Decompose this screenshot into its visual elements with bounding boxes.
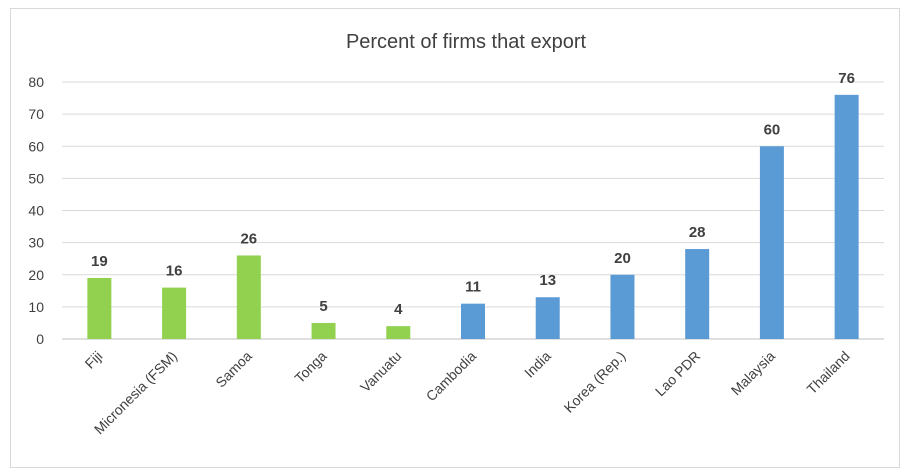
bar <box>87 277 112 339</box>
data-label: 5 <box>319 298 327 315</box>
y-axis-ticks: 0 10 20 30 40 50 60 70 80 <box>28 74 44 347</box>
bar <box>685 249 710 339</box>
bar <box>236 255 261 339</box>
x-tick-label: Korea (Rep.) <box>561 348 629 416</box>
y-tick-label: 70 <box>28 106 44 122</box>
y-tick-label: 20 <box>28 267 44 283</box>
x-tick-label: Lao PDR <box>652 348 703 399</box>
data-label: 16 <box>166 263 183 280</box>
data-label: 26 <box>240 230 257 247</box>
y-tick-label: 30 <box>28 235 44 251</box>
x-tick-label: Cambodia <box>423 348 480 405</box>
data-label: 4 <box>394 301 403 318</box>
x-tick-label: Micronesia (FSM) <box>91 348 180 437</box>
y-tick-label: 80 <box>28 74 44 90</box>
chart-frame <box>10 8 900 468</box>
bar <box>461 303 485 339</box>
x-tick-label: Malaysia <box>728 348 779 399</box>
data-label: 28 <box>689 224 706 241</box>
y-tick-label: 10 <box>28 299 44 315</box>
x-tick-label: Fiji <box>82 348 106 372</box>
bar <box>759 146 784 339</box>
x-tick-label: Samoa <box>212 348 255 391</box>
x-tick-label: Thailand <box>803 348 852 397</box>
y-tick-label: 40 <box>28 203 44 219</box>
data-label: 60 <box>764 121 781 138</box>
data-label: 11 <box>465 279 481 296</box>
data-labels: 19 16 26 5 4 11 13 20 28 60 76 <box>91 70 855 318</box>
data-label: 20 <box>614 250 631 267</box>
x-tick-label: India <box>521 348 554 381</box>
y-tick-label: 60 <box>28 138 44 154</box>
bars <box>87 94 859 339</box>
y-tick-label: 50 <box>28 170 44 186</box>
bar <box>535 297 560 339</box>
chart-title: Percent of firms that export <box>346 31 587 53</box>
bar <box>834 94 859 339</box>
bar <box>610 274 635 339</box>
data-label: 76 <box>838 70 855 87</box>
x-tick-label: Vanuatu <box>357 348 404 395</box>
gridlines <box>62 81 884 340</box>
data-label: 13 <box>539 272 556 289</box>
x-tick-label: Tonga <box>291 348 329 386</box>
y-tick-label: 0 <box>36 331 44 347</box>
data-label: 19 <box>91 253 108 270</box>
bar <box>311 322 336 339</box>
bar <box>162 287 187 339</box>
bar <box>386 326 411 339</box>
